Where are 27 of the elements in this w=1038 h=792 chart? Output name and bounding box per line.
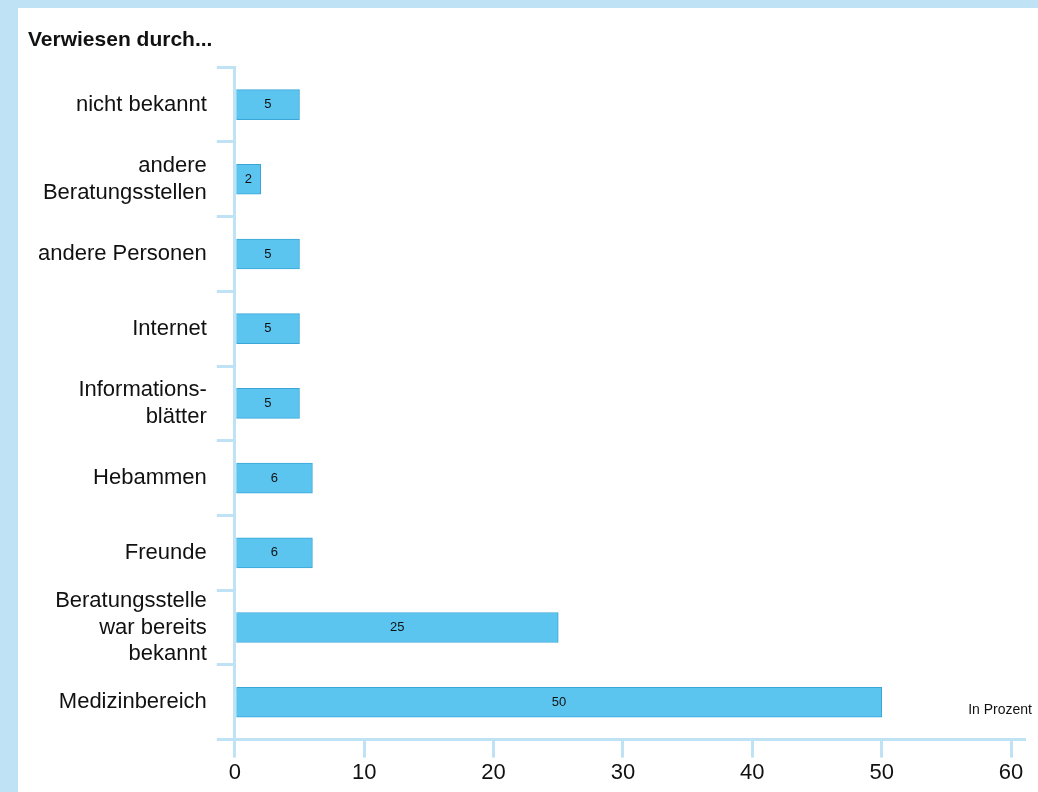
data-label: 25: [390, 619, 405, 635]
x-tick-label: 30: [610, 758, 636, 784]
data-label: 5: [264, 245, 272, 261]
y-tick-label: andere Beratungsstellen: [42, 152, 207, 204]
y-tick-label: Internet: [132, 314, 207, 340]
x-tick-label: 0: [228, 758, 241, 784]
y-tick-label: nicht bekannt: [75, 90, 207, 116]
y-tick-label: Medizinbereich: [58, 688, 207, 714]
data-label: 2: [244, 170, 253, 186]
annotation: In Prozent: [968, 701, 1033, 718]
x-tick-label: 50: [869, 758, 894, 784]
y-tick-label: Hebammen: [93, 464, 207, 490]
y-tick-label: Informations- blätter: [78, 376, 207, 428]
x-tick-label: 10: [351, 758, 377, 784]
data-label: 5: [264, 394, 272, 410]
x-tick-label: 40: [740, 758, 765, 784]
chart-title: Verwiesen durch...: [28, 27, 213, 51]
data-label: 5: [264, 96, 272, 112]
y-tick-label: Beratungsstelle war bereits bekannt: [55, 587, 207, 665]
x-tick-label: 60: [998, 758, 1024, 784]
x-tick-label: 20: [481, 758, 506, 784]
data-label: 50: [551, 693, 567, 709]
data-label: 6: [270, 469, 278, 485]
data-label: 6: [270, 544, 278, 560]
y-tick-label: Freunde: [124, 538, 207, 564]
data-label: 5: [264, 320, 272, 336]
y-tick-label: andere Personen: [38, 240, 207, 266]
